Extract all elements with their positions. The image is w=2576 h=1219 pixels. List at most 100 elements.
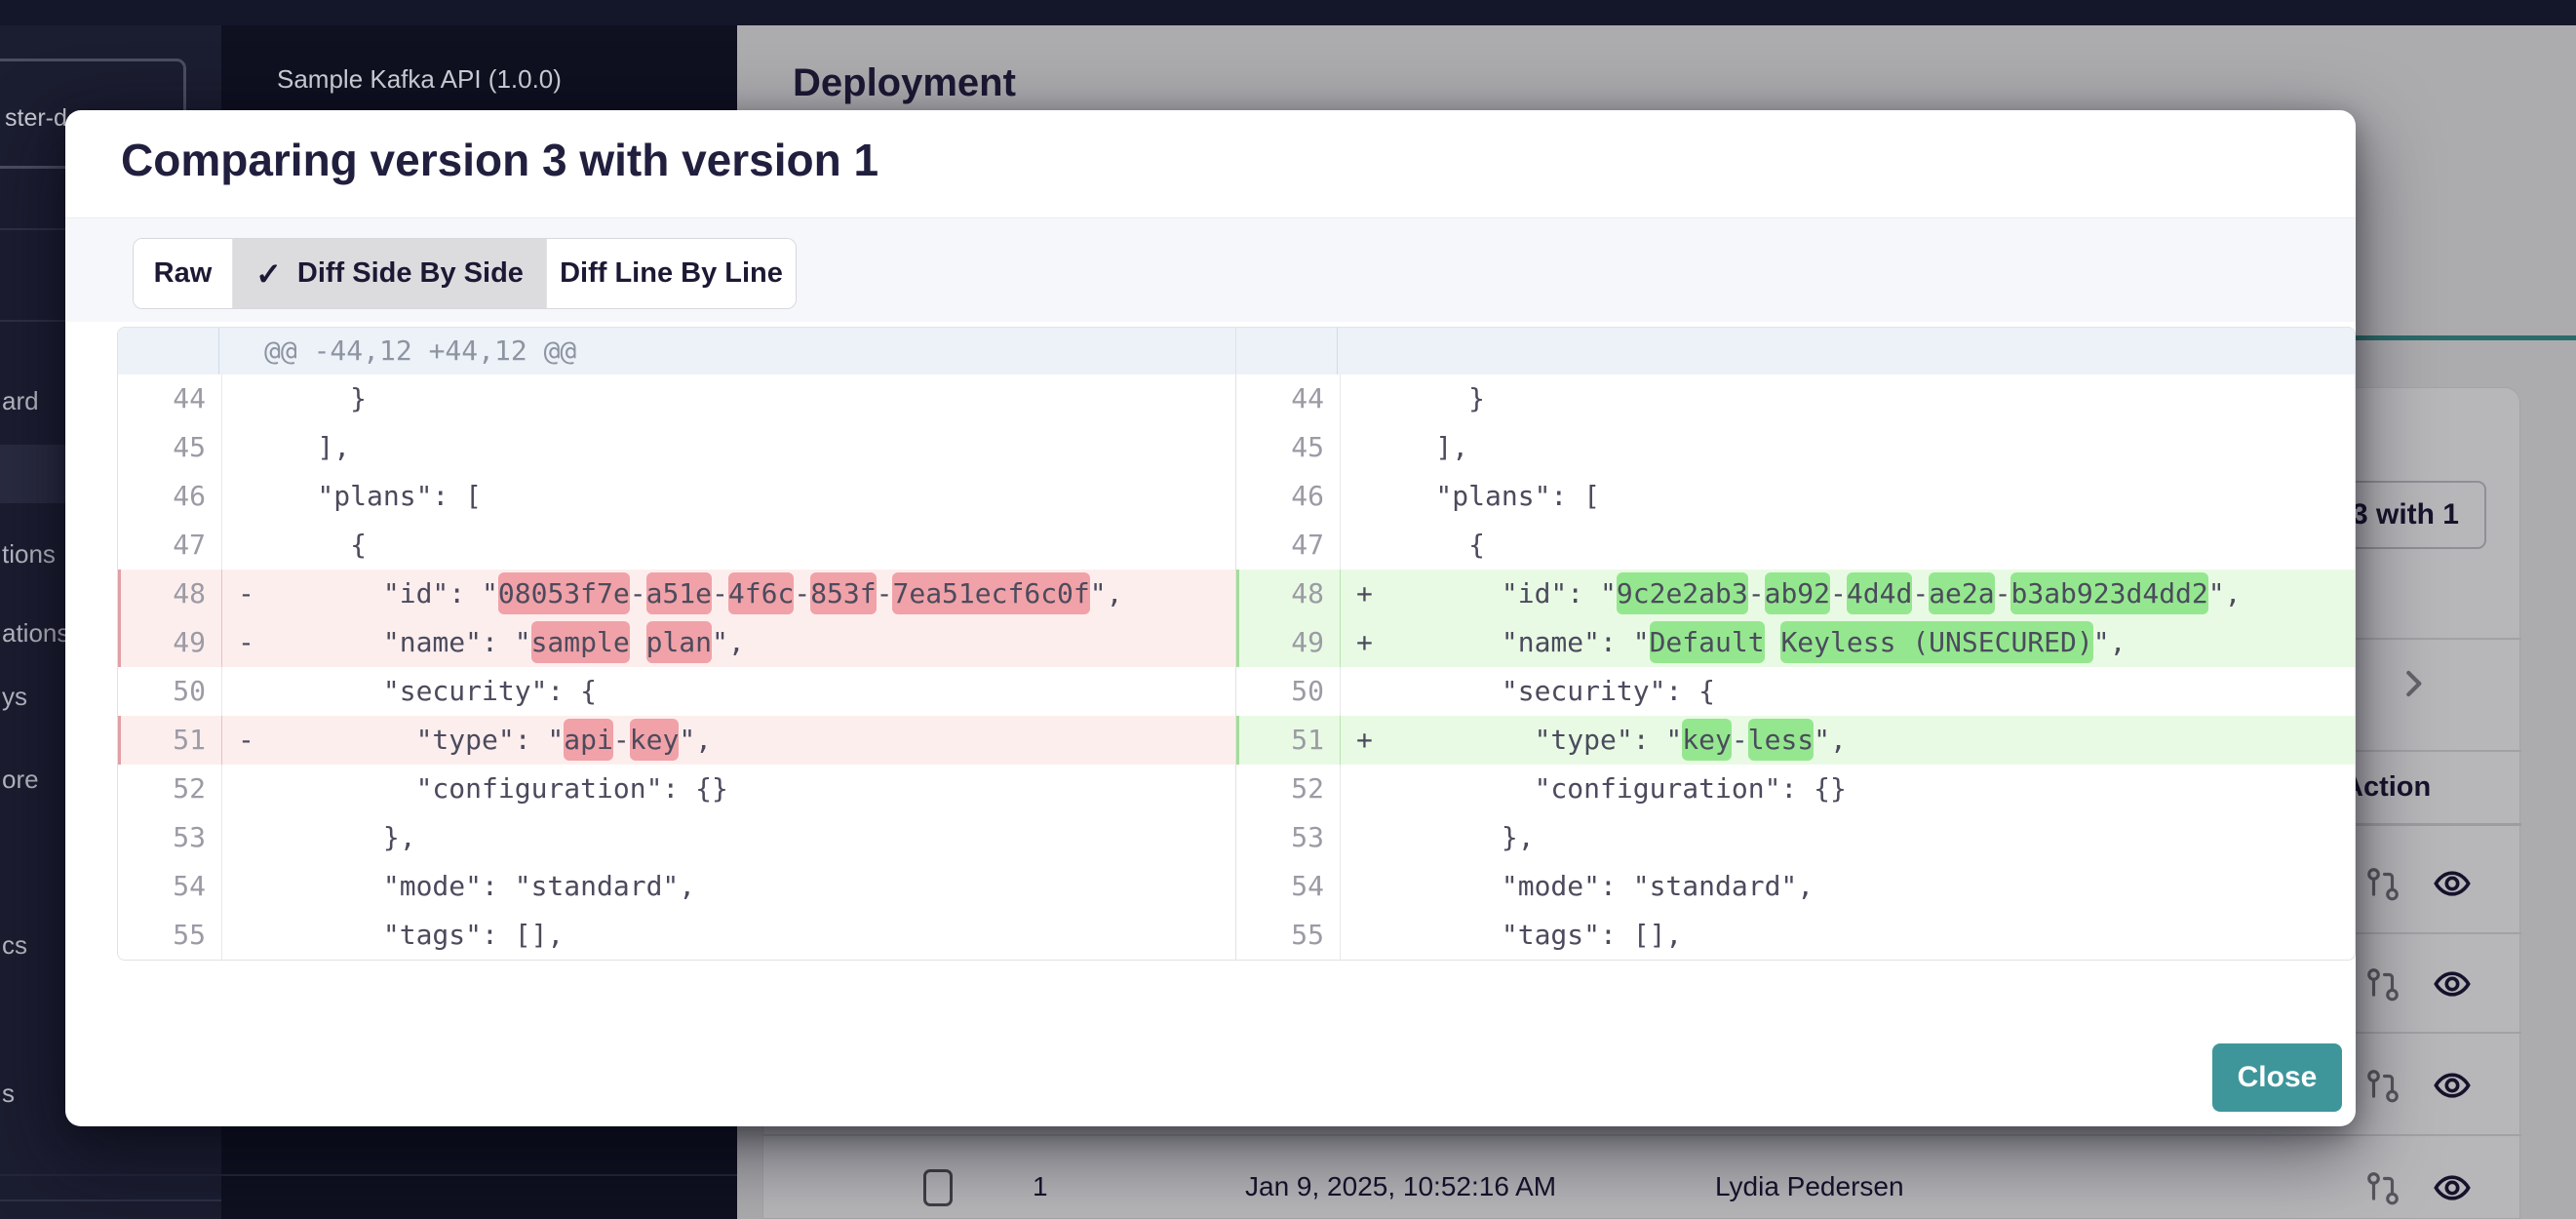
code-text: {: [1370, 529, 1486, 561]
code-text: -: [1830, 577, 1847, 610]
code-text: "name": ": [1370, 626, 1650, 658]
code-text: "type": ": [252, 724, 565, 756]
changed-token: sample: [530, 621, 630, 663]
code-cell: ],: [1341, 423, 2355, 472]
diff-sign: -: [238, 577, 254, 610]
sidebar-item-fragment[interactable]: s: [2, 1079, 15, 1108]
diff-panel-new: 44 } 45 ], 46 "plans": [47 {48 + "id": "9c2…: [1236, 328, 2355, 960]
diff-line-old-52: 52 "configuration": {}: [118, 765, 1235, 813]
code-text: -: [794, 577, 811, 610]
changed-token: 4f6c: [727, 572, 795, 614]
code-cell: },: [222, 813, 1235, 862]
compare-version-icon[interactable]: [2364, 863, 2401, 904]
diff-line-new-44: 44 }: [1236, 374, 2355, 423]
tab-diff-line-by-line[interactable]: Diff Line By Line: [547, 239, 796, 308]
tab-raw[interactable]: Raw: [134, 239, 233, 308]
sidebar-item-fragment[interactable]: tions: [2, 539, 56, 569]
diff-sign: +: [1356, 724, 1373, 756]
code-text: "plans": [: [1370, 480, 1601, 512]
compare-version-icon[interactable]: [2364, 963, 2401, 1004]
sidebar-item-fragment[interactable]: ore: [2, 765, 39, 794]
environment-label: ster-d: [5, 104, 67, 132]
code-text: }: [252, 382, 368, 414]
close-button[interactable]: Close: [2212, 1043, 2342, 1112]
changed-token: ab92: [1764, 572, 1831, 614]
code-cell: "mode": "standard",: [1341, 862, 2355, 911]
changed-token: key: [629, 719, 680, 761]
diff-view-tabs: Raw ✓ Diff Side By Side Diff Line By Line: [133, 238, 797, 309]
tab-diff-side-by-side[interactable]: ✓ Diff Side By Side: [233, 239, 547, 308]
diff-line-new-48: 48 + "id": "9c2e2ab3-ab92-4d4d-ae2a-b3ab9…: [1236, 570, 2355, 618]
code-cell: ],: [222, 423, 1235, 472]
compare-versions-button[interactable]: 3 with 1: [2229, 481, 2486, 549]
code-text: "security": {: [252, 675, 598, 707]
changed-token: 9c2e2ab3: [1616, 572, 1748, 614]
view-version-icon[interactable]: [2427, 864, 2478, 903]
view-version-icon[interactable]: [2427, 1066, 2478, 1105]
sidebar-item-fragment[interactable]: ys: [2, 682, 27, 711]
line-number: 52: [1239, 765, 1341, 813]
code-cell: "security": {: [222, 667, 1235, 716]
diff-line-old-51: 51- "type": "api-key",: [118, 716, 1235, 765]
code-text: -: [876, 577, 893, 610]
view-version-icon[interactable]: [2427, 964, 2478, 1003]
diff-view-tab-strip: Raw ✓ Diff Side By Side Diff Line By Line: [65, 217, 2356, 322]
sidebar-item-fragment[interactable]: ations: [2, 618, 70, 648]
code-text: ",: [2092, 626, 2127, 658]
code-text: -: [612, 724, 630, 756]
changed-token: 4d4d: [1846, 572, 1913, 614]
date-cell: Jan 9, 2025, 10:52:16 AM: [1245, 1171, 1557, 1201]
code-cell: - "id": "08053f7e-a51e-4f6c-853f-7ea51ec…: [222, 570, 1235, 618]
code-text: -: [712, 577, 728, 610]
changed-token: a51e: [645, 572, 713, 614]
diff-line-new-51: 51 + "type": "key-less",: [1236, 716, 2355, 765]
sidebar-divider: [0, 320, 107, 322]
changed-token: less: [1747, 719, 1815, 761]
diff-line-new-55: 55 "tags": [],: [1236, 911, 2355, 960]
line-number: 51: [121, 716, 222, 765]
diff-line-old-46: 46 "plans": [: [118, 472, 1235, 521]
code-text: }: [1370, 382, 1486, 414]
code-text: -: [1747, 577, 1765, 610]
check-icon: ✓: [255, 256, 282, 292]
code-cell: "security": {: [1341, 667, 2355, 716]
changed-token: 7ea51ecf6c0f: [892, 572, 1090, 614]
tab-label: Raw: [153, 257, 213, 289]
diff-line-old-55: 55 "tags": [],: [118, 911, 1235, 960]
changed-token: Keyless (UNSECURED): [1780, 621, 2093, 663]
line-number: 44: [1239, 374, 1341, 423]
code-cell: {: [222, 521, 1235, 570]
top-bar: [0, 0, 2576, 25]
code-text: [630, 626, 646, 658]
code-text: -: [1912, 577, 1930, 610]
code-text: "tags": [],: [252, 919, 565, 951]
code-text: ",: [1814, 724, 1847, 756]
line-number: 50: [121, 667, 222, 716]
diff-viewer: @@ -44,12 +44,12 @@ 44 } 45 ], 46 "plans":…: [117, 327, 2356, 961]
diff-line-new-50: 50 "security": {: [1236, 667, 2355, 716]
sidebar-item-fragment[interactable]: cs: [2, 930, 27, 960]
compare-versions-dialog: Comparing version 3 with version 1 Raw ✓ D…: [65, 110, 2356, 1126]
line-number: 45: [1239, 423, 1341, 472]
line-number: 47: [121, 521, 222, 570]
line-number: 54: [1239, 862, 1341, 911]
row-checkbox[interactable]: [923, 1169, 953, 1206]
changed-token: plan: [645, 621, 713, 663]
diff-line-old-53: 53 },: [118, 813, 1235, 862]
code-text: ",: [2207, 577, 2242, 610]
view-version-icon[interactable]: [2427, 1168, 2478, 1207]
sidebar-divider: [0, 1199, 221, 1201]
diff-line-old-48: 48- "id": "08053f7e-a51e-4f6c-853f-7ea51…: [118, 570, 1235, 618]
code-text: ",: [679, 724, 713, 756]
code-text: },: [252, 821, 416, 853]
diff-line-old-54: 54 "mode": "standard",: [118, 862, 1235, 911]
diff-sign: +: [1356, 626, 1373, 658]
hunk-gutter: [118, 328, 219, 374]
compare-version-icon[interactable]: [2364, 1065, 2401, 1106]
code-text: -: [1731, 724, 1748, 756]
sidebar-item-fragment[interactable]: ard: [2, 386, 39, 415]
compare-version-icon[interactable]: [2364, 1167, 2401, 1208]
line-number: 48: [121, 570, 222, 618]
chevron-right-icon[interactable]: [2395, 664, 2432, 703]
hunk-header-row: @@ -44,12 +44,12 @@: [118, 328, 1235, 374]
